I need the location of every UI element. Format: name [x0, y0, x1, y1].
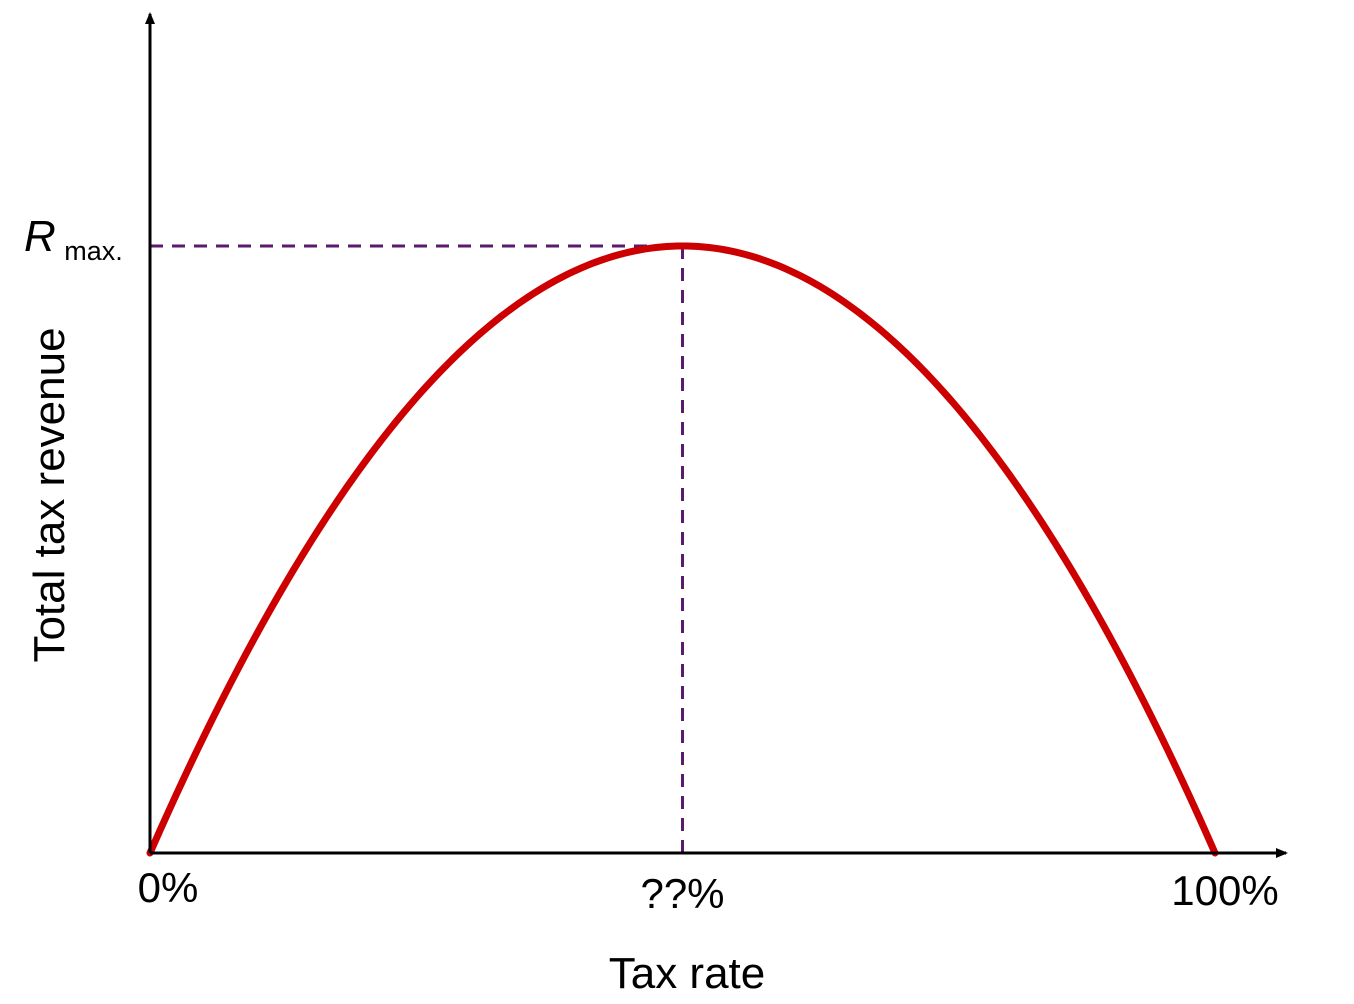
- y-axis-title: Total tax revenue: [25, 327, 74, 662]
- rmax-symbol: R: [24, 212, 56, 261]
- rmax-subscript: max.: [64, 236, 123, 266]
- x-tick-label: ??%: [640, 870, 724, 917]
- x-tick-label: 0%: [138, 864, 199, 911]
- laffer-curve-line: [146, 242, 1219, 857]
- rmax-label: R max.: [24, 212, 123, 266]
- x-axis-title: Tax rate: [609, 949, 766, 998]
- x-tick-label: 100%: [1171, 867, 1278, 914]
